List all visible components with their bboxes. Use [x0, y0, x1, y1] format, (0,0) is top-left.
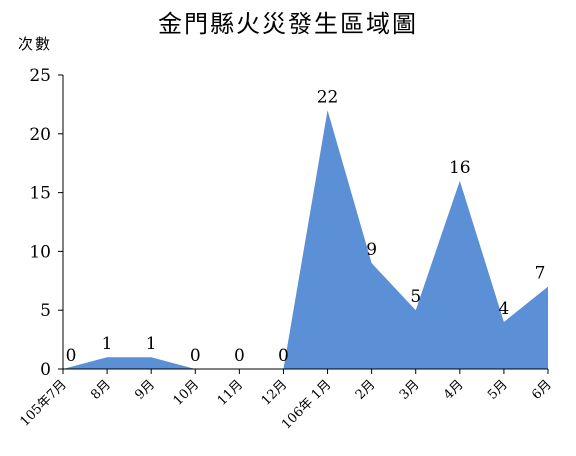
y-axis-label: 次數	[18, 35, 53, 53]
data-label: 0	[66, 346, 77, 366]
x-tick-label: 3月	[397, 377, 423, 403]
x-tick-label: 105年7月	[17, 377, 69, 429]
data-label: 7	[535, 264, 546, 284]
y-tick-label: 25	[29, 66, 51, 86]
x-tick-label: 4月	[441, 377, 467, 403]
x-tick-label: 9月	[132, 377, 158, 403]
data-label: 1	[146, 334, 157, 354]
y-tick-label: 20	[29, 125, 51, 145]
y-tick-label: 15	[29, 184, 51, 204]
x-tick-label: 10月	[171, 377, 202, 408]
x-tick-label: 6月	[529, 377, 555, 403]
x-tick-label: 8月	[88, 377, 114, 403]
chart-title: 金門縣火災發生區域圖	[158, 10, 418, 38]
area-series	[63, 110, 548, 369]
data-label: 9	[366, 240, 377, 260]
x-tick-label: 12月	[259, 377, 290, 408]
data-label: 22	[317, 87, 339, 107]
data-label: 0	[190, 346, 201, 366]
y-tick-label: 5	[40, 301, 51, 321]
data-label: 5	[410, 287, 421, 307]
x-tick-label: 11月	[215, 377, 246, 408]
y-tick-label: 0	[40, 360, 51, 380]
data-label: 4	[498, 299, 509, 319]
x-tick-label: 2月	[353, 377, 379, 403]
data-label: 1	[102, 334, 113, 354]
data-label: 0	[278, 346, 289, 366]
data-label: 16	[449, 158, 471, 178]
x-tick-label: 5月	[485, 377, 511, 403]
data-label: 0	[234, 346, 245, 366]
y-tick-label: 10	[29, 242, 51, 262]
